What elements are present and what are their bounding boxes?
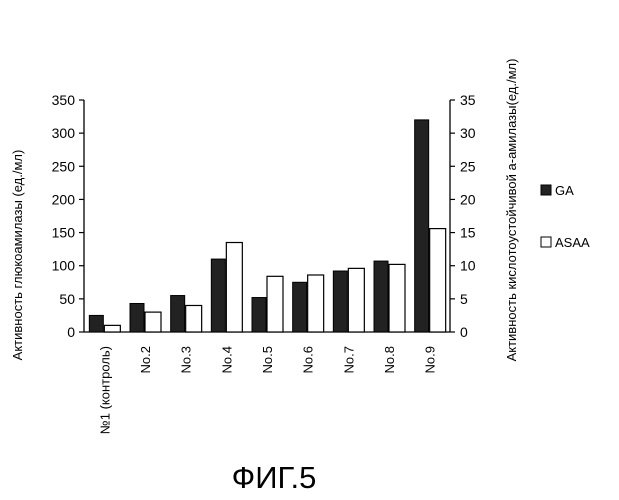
legend-label-ga: GA	[555, 183, 574, 198]
legend-swatch-asaa	[541, 237, 551, 247]
y-tick-label: 200	[52, 191, 76, 207]
y2-tick-label: 0	[460, 324, 468, 340]
bar-ga	[374, 261, 388, 332]
y2-tick-label: 30	[460, 125, 476, 141]
x-category-label: No.8	[382, 346, 397, 373]
bar-ga	[252, 298, 266, 332]
y-tick-label: 250	[52, 158, 76, 174]
bar-asaa	[308, 275, 324, 332]
y2-tick-label: 5	[460, 291, 468, 307]
y2-tick-label: 20	[460, 191, 476, 207]
bar-asaa	[104, 325, 120, 332]
y2-axis-label: Активность кислотоустойчивой а-амилазы(е…	[504, 59, 519, 362]
x-category-label: No.4	[219, 346, 234, 373]
y-axis-label: Активность глюкоамилазы (ед./мл)	[10, 150, 25, 361]
y2-tick-label: 15	[460, 225, 476, 241]
bar-asaa	[267, 276, 283, 332]
y-tick-label: 150	[52, 225, 76, 241]
y2-tick-label: 25	[460, 158, 476, 174]
y-tick-label: 0	[67, 324, 75, 340]
bar-ga	[333, 271, 347, 332]
y2-tick-label: 35	[460, 92, 476, 108]
y-tick-label: 300	[52, 125, 76, 141]
x-category-label: No.2	[138, 346, 153, 373]
bar-ga	[211, 259, 225, 332]
x-category-label: No.7	[341, 346, 356, 373]
y-tick-label: 100	[52, 258, 76, 274]
x-category-label: No.5	[260, 346, 275, 373]
bar-asaa	[348, 268, 364, 332]
figure-caption: ФИГ.5	[232, 460, 317, 495]
x-category-label: №1 (контроль)	[97, 346, 112, 434]
y-tick-label: 50	[59, 291, 75, 307]
x-category-label: No.6	[301, 346, 316, 373]
bar-asaa	[186, 305, 202, 332]
x-category-label: No.9	[423, 346, 438, 373]
y2-tick-label: 10	[460, 258, 476, 274]
bar-ga	[415, 120, 429, 332]
bar-ga	[171, 296, 185, 332]
bar-asaa	[430, 229, 446, 332]
bar-asaa	[145, 312, 161, 332]
bar-asaa	[226, 243, 242, 332]
bar-ga	[293, 282, 307, 332]
legend-label-asaa: ASAA	[555, 235, 590, 250]
x-category-label: No.3	[179, 346, 194, 373]
bar-ga	[89, 315, 103, 332]
y-tick-label: 350	[52, 92, 76, 108]
bar-asaa	[389, 264, 405, 332]
bar-ga	[130, 303, 144, 332]
legend-swatch-ga	[541, 185, 551, 195]
